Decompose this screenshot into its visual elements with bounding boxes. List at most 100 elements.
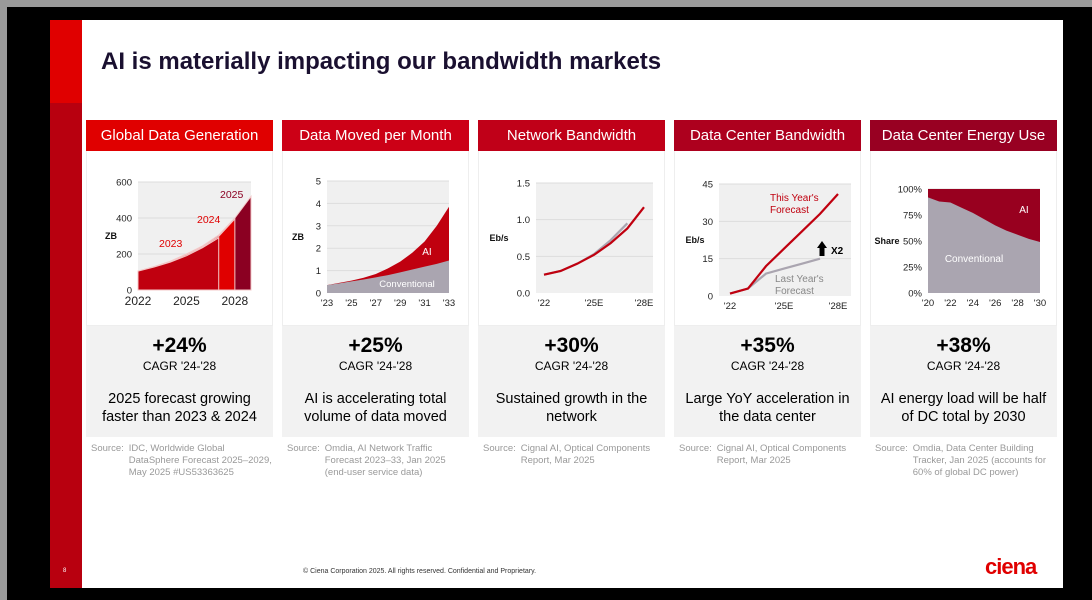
card-4: Data Center Bandwidth 0 15 30 45 '22 '25E '28E… — [674, 120, 861, 467]
y-tick-label: 1.0 — [517, 215, 530, 226]
chart: 0 200 400 600 2022 2025 2028 ZB 2025 2024 2023 — [105, 178, 252, 308]
growth-stat: +30% — [544, 334, 599, 357]
y-tick-label: 3 — [316, 221, 321, 232]
stat-description: 2025 forecast growing faster than 2023 &… — [102, 391, 257, 425]
x-tick-label: '28 — [1011, 298, 1023, 309]
card-2: Data Moved per Month 0 1 2 3 4 5 '23 '25 '27 '29 '… — [282, 120, 469, 479]
card-header: Data Center Energy Use — [870, 120, 1057, 151]
page-number: 8 — [63, 568, 67, 574]
area-series-Conventional — [928, 197, 1040, 293]
y-tick-label: 30 — [702, 217, 713, 228]
chart-container: 0 1 2 3 4 5 '23 '25 '27 '29 '31 '33 ZB AI Conventional — [282, 151, 469, 326]
series-label-ai: AI — [422, 247, 431, 258]
y-tick-label: 15 — [702, 254, 713, 265]
series-label-conventional: Conventional — [379, 279, 434, 290]
y-tick-label: 1.5 — [517, 179, 530, 190]
x-tick-label: '26 — [989, 298, 1001, 309]
source-text: Omdia, Data Center Building Tracker, Jan… — [912, 443, 1046, 478]
y-axis-label: Eb/s — [489, 233, 508, 243]
source-label: Source: — [875, 443, 908, 454]
x-tick-label: '28E — [829, 301, 848, 312]
card-header: Network Bandwidth — [478, 120, 665, 151]
y-tick-label: 0 — [316, 289, 321, 300]
arrow-up-icon — [817, 241, 827, 256]
growth-stat: +35% — [740, 334, 795, 357]
card-1: Global Data Generation 0 200 400 600 2022 202… — [86, 120, 273, 479]
y-axis-label: ZB — [105, 231, 117, 241]
source-text: Cignal AI, Optical Components Report, Ma… — [716, 443, 847, 466]
x-tick-label: 2025 — [173, 294, 200, 308]
y-axis-label: ZB — [292, 232, 304, 242]
series-label-2023: 2023 — [159, 238, 183, 250]
source-note: Source: Omdia, AI Network Traffic Forecas… — [282, 443, 469, 479]
growth-stat: +38% — [936, 334, 991, 357]
x-tick-label: '23 — [321, 298, 333, 309]
x-tick-label: 2022 — [125, 294, 152, 308]
card-header: Data Center Bandwidth — [674, 120, 861, 151]
cagr-label: CAGR '24-'28 — [534, 359, 609, 373]
y-tick-label: 25% — [903, 263, 923, 274]
x-tick-label: '31 — [418, 298, 430, 309]
source-text: IDC, Worldwide Global DataSphere Forecas… — [128, 443, 272, 478]
source-label: Source: — [679, 443, 712, 454]
stat-description: Large YoY acceleration in the data cente… — [685, 391, 850, 425]
y-tick-label: 400 — [116, 214, 132, 225]
cagr-label: CAGR '24-'28 — [142, 359, 217, 373]
copyright: © Ciena Corporation 2025. All rights res… — [303, 568, 537, 575]
stat-panel: +38% CAGR '24-'28 AI energy load will be… — [870, 326, 1057, 437]
card-3: Network Bandwidth 0.0 0.5 1.0 1.5 '22 '25E '28… — [478, 120, 665, 467]
stat-description: AI is accelerating total volume of data … — [304, 391, 447, 425]
y-tick-label: 200 — [116, 250, 132, 261]
source-text: Cignal AI, Optical Components Report, Ma… — [520, 443, 651, 466]
stat-panel: +24% CAGR '24-'28 2025 forecast growing … — [86, 326, 273, 437]
series-label-this-year: This Year's Forecast — [770, 193, 819, 216]
x-tick-label: '25E — [775, 301, 794, 312]
x-tick-label: '33 — [443, 298, 455, 309]
source-note: Source: Omdia, Data Center Building Track… — [870, 443, 1057, 479]
x-tick-label: '22 — [944, 298, 956, 309]
x-tick-label: '20 — [922, 298, 934, 309]
card-header: Global Data Generation — [86, 120, 273, 151]
y-axis-label: Eb/s — [685, 235, 704, 245]
y-tick-label: 0 — [708, 292, 713, 303]
slide-title: AI is materially impacting our bandwidth… — [101, 48, 662, 75]
x2-annotation: X2 — [831, 246, 844, 257]
y-tick-label: 0.5 — [517, 252, 530, 263]
growth-stat: +24% — [152, 334, 207, 357]
x-tick-label: '27 — [370, 298, 382, 309]
x-tick-label: '29 — [394, 298, 406, 309]
stat-description: Sustained growth in the network — [495, 391, 648, 425]
source-text: Omdia, AI Network Traffic Forecast 2023–… — [324, 443, 446, 478]
chart-container: 0 200 400 600 2022 2025 2028 ZB 2025 2024 2023 — [86, 151, 273, 326]
chart: 0 1 2 3 4 5 '23 '25 '27 '29 '31 '33 ZB AI Conventional — [292, 177, 455, 310]
series-label-last-year: Last Year's Forecast — [775, 274, 824, 297]
x-tick-label: '25E — [585, 298, 604, 309]
y-tick-label: 600 — [116, 178, 132, 189]
y-tick-label: 4 — [316, 199, 321, 210]
source-label: Source: — [483, 443, 516, 454]
card-header: Data Moved per Month — [282, 120, 469, 151]
y-axis-label: Share — [874, 236, 899, 246]
source-note: Source: IDC, Worldwide Global DataSphere … — [86, 443, 273, 479]
card-5: Data Center Energy Use 0% 25% 50% 75% 100% '2… — [870, 120, 1057, 479]
series-label-2024: 2024 — [197, 214, 221, 226]
y-tick-label: 2 — [316, 244, 321, 255]
y-tick-label: 100% — [898, 185, 923, 196]
x-tick-label: '25 — [345, 298, 357, 309]
source-note: Source: Cignal AI, Optical Components Rep… — [478, 443, 665, 467]
line-series-1 — [543, 206, 645, 276]
area-series-Conventional — [327, 260, 449, 293]
stat-panel: +30% CAGR '24-'28 Sustained growth in th… — [478, 326, 665, 437]
chart-container: 0% 25% 50% 75% 100% '20 '22 '24 '26 '28 '30 Share AI… — [870, 151, 1057, 326]
x-tick-label: 2028 — [222, 294, 249, 308]
y-tick-label: 5 — [316, 177, 321, 188]
x-tick-label: '28E — [635, 298, 654, 309]
line-series-1 — [729, 193, 839, 295]
stat-panel: +25% CAGR '24-'28 AI is accelerating tot… — [282, 326, 469, 437]
cagr-label: CAGR '24-'28 — [338, 359, 413, 373]
y-tick-label: 45 — [702, 180, 713, 191]
cagr-label: CAGR '24-'28 — [926, 359, 1001, 373]
x-tick-label: '24 — [967, 298, 979, 309]
chart: 0% 25% 50% 75% 100% '20 '22 '24 '26 '28 '30 Share AI… — [874, 185, 1046, 310]
y-tick-label: 75% — [903, 211, 923, 222]
